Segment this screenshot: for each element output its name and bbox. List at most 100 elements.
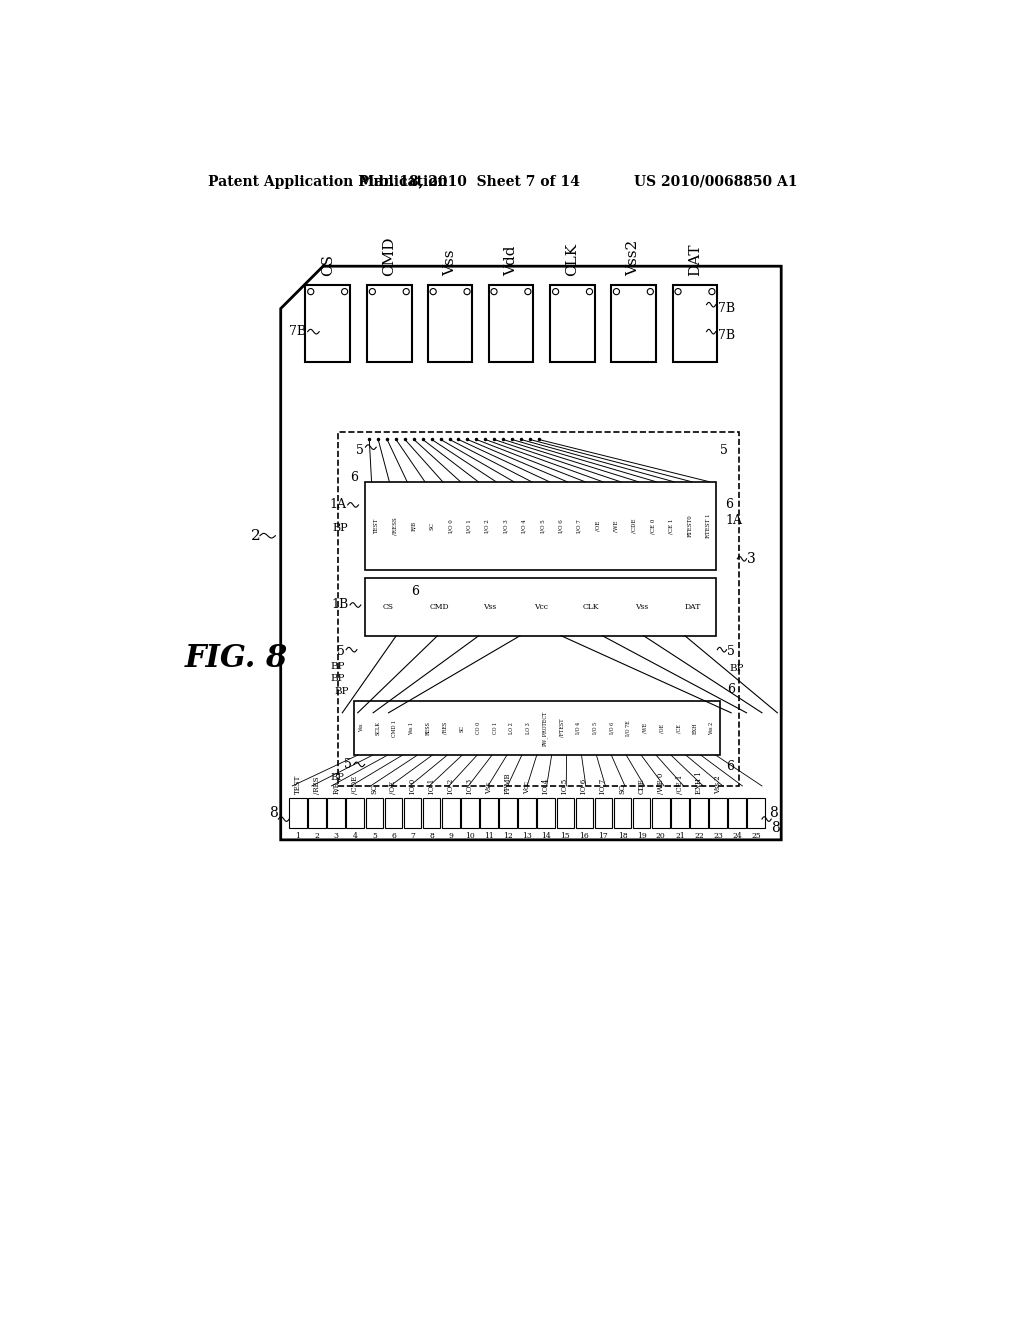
Text: /CE: /CE — [676, 723, 681, 733]
Text: 5: 5 — [727, 644, 735, 657]
Text: SCLK: SCLK — [376, 721, 381, 735]
Text: Vss2: Vss2 — [627, 240, 640, 276]
Text: I/O 6: I/O 6 — [558, 519, 563, 533]
Text: Vss 2: Vss 2 — [714, 775, 722, 793]
Text: /WE: /WE — [613, 520, 618, 532]
Bar — [354, 701, 720, 755]
Text: /RES: /RES — [313, 776, 322, 793]
Text: CLK: CLK — [583, 603, 599, 611]
Text: LO 2: LO 2 — [509, 722, 514, 734]
Text: CS: CS — [383, 603, 394, 611]
Text: RTEST0: RTEST0 — [687, 515, 692, 537]
Bar — [403, 797, 421, 829]
Bar — [339, 432, 739, 785]
Bar — [305, 285, 350, 363]
Text: US 2010/0068850 A1: US 2010/0068850 A1 — [634, 174, 798, 189]
Text: RESS: RESS — [426, 721, 431, 735]
Text: I/O 3: I/O 3 — [503, 519, 508, 533]
Text: R/B: R/B — [412, 521, 416, 531]
Text: CO 0: CO 0 — [476, 722, 481, 734]
Text: 6: 6 — [727, 684, 735, 696]
Text: SC: SC — [459, 725, 464, 731]
Bar — [366, 482, 716, 570]
Text: 2: 2 — [251, 529, 261, 543]
Text: Vss 1: Vss 1 — [410, 722, 414, 735]
Bar — [328, 797, 345, 829]
Text: 7B: 7B — [289, 325, 306, 338]
Text: 6: 6 — [350, 471, 357, 484]
Text: Vcc: Vcc — [523, 780, 531, 793]
Text: 9: 9 — [449, 832, 454, 840]
Bar — [538, 797, 555, 829]
Text: 6: 6 — [726, 760, 734, 774]
Bar — [710, 797, 727, 829]
Text: Vss: Vss — [443, 249, 457, 276]
Text: EXH: EXH — [692, 722, 697, 734]
Text: 16: 16 — [580, 832, 589, 840]
Text: IO 6: IO 6 — [581, 779, 589, 793]
Bar — [480, 797, 498, 829]
Bar — [728, 797, 745, 829]
Text: BP: BP — [330, 673, 345, 682]
Text: 14: 14 — [542, 832, 551, 840]
Text: IO 2: IO 2 — [446, 779, 455, 793]
Text: 6: 6 — [412, 585, 420, 598]
Text: RTEST 1: RTEST 1 — [706, 513, 711, 539]
Text: EXH 1: EXH 1 — [695, 771, 702, 793]
Text: /OE: /OE — [595, 521, 600, 531]
Text: /CDE: /CDE — [351, 776, 359, 793]
Text: 5: 5 — [356, 445, 364, 458]
Text: Vss: Vss — [635, 603, 648, 611]
Text: 1: 1 — [296, 832, 300, 840]
Bar — [346, 797, 364, 829]
Text: 18: 18 — [617, 832, 628, 840]
Bar — [652, 797, 670, 829]
Text: CMD: CMD — [382, 236, 396, 276]
Bar — [500, 797, 517, 829]
Text: /WE 0: /WE 0 — [656, 772, 665, 793]
Bar — [428, 285, 472, 363]
Text: 5: 5 — [372, 832, 377, 840]
Bar — [289, 797, 307, 829]
Text: 24: 24 — [732, 832, 742, 840]
Bar — [556, 797, 574, 829]
Text: 12: 12 — [503, 832, 513, 840]
Bar — [461, 797, 478, 829]
Bar — [367, 285, 412, 363]
Text: IO 5: IO 5 — [561, 779, 569, 793]
Text: FPMB: FPMB — [504, 772, 512, 793]
Text: 8: 8 — [429, 832, 434, 840]
Text: /CE 1: /CE 1 — [676, 775, 684, 793]
Text: /WE: /WE — [643, 723, 647, 734]
Bar — [690, 797, 708, 829]
Text: 3: 3 — [746, 552, 756, 566]
Text: LO 3: LO 3 — [526, 722, 530, 734]
Text: Vss 2: Vss 2 — [710, 722, 715, 735]
Text: I/O 5: I/O 5 — [593, 722, 598, 734]
Text: Vss: Vss — [483, 603, 497, 611]
Text: TEST: TEST — [294, 775, 302, 793]
Text: Vdd: Vdd — [504, 246, 518, 276]
Text: 13: 13 — [522, 832, 532, 840]
Text: IO 0: IO 0 — [409, 779, 417, 793]
Text: CO 1: CO 1 — [493, 722, 498, 734]
Text: /RESS: /RESS — [393, 517, 398, 535]
Text: SC: SC — [430, 523, 434, 531]
Text: 21: 21 — [675, 832, 685, 840]
Text: R/B: R/B — [332, 781, 340, 793]
Text: I/O 1: I/O 1 — [467, 519, 471, 533]
Text: 25: 25 — [752, 832, 761, 840]
Text: CS: CS — [321, 255, 335, 276]
Bar — [488, 285, 534, 363]
Text: 1A: 1A — [329, 499, 346, 511]
Text: 8: 8 — [268, 807, 278, 820]
Bar — [613, 797, 632, 829]
Bar — [366, 797, 383, 829]
Text: 2: 2 — [314, 832, 319, 840]
Text: CLK: CLK — [565, 243, 580, 276]
Text: 20: 20 — [656, 832, 666, 840]
Text: 7B: 7B — [718, 329, 735, 342]
Text: 6: 6 — [725, 499, 733, 511]
Text: I/O 7E: I/O 7E — [626, 721, 631, 737]
Text: IO 4: IO 4 — [542, 779, 550, 793]
